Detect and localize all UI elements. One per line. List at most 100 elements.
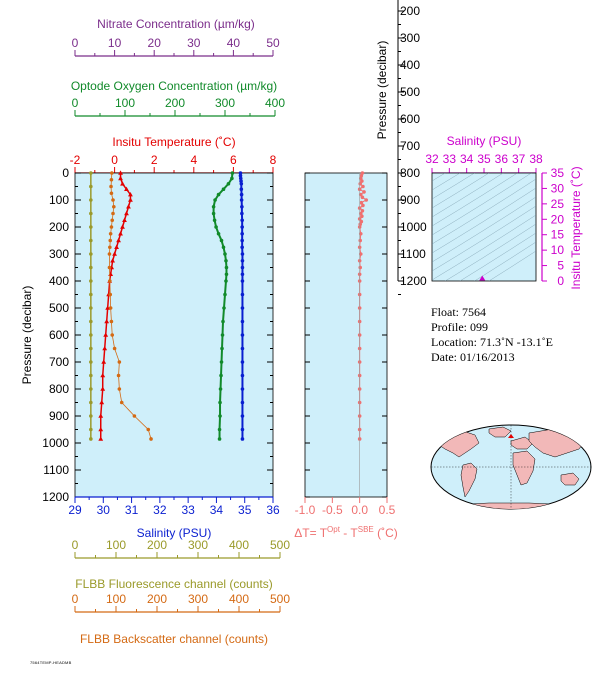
delta-label-part: (˚C) xyxy=(374,526,398,540)
backscatter-tick-label: 100 xyxy=(106,592,126,606)
ts-pressure-tick-label: 500 xyxy=(400,85,420,99)
oxygen-axis: 0 100 200 300 400 xyxy=(72,96,285,117)
flbb-point xyxy=(89,184,93,189)
pressure-tick-label: 200 xyxy=(49,220,69,234)
optode-point xyxy=(220,346,224,351)
land-south-america xyxy=(460,462,478,498)
optode-point xyxy=(212,218,217,223)
delta-label-part: - T xyxy=(340,526,358,540)
salinity-point xyxy=(240,400,245,405)
flbb-point xyxy=(89,238,93,243)
insitu-point xyxy=(122,217,127,223)
t-point xyxy=(360,179,364,183)
optode-point xyxy=(221,319,225,324)
ts-salinity-tick-label: 35 xyxy=(477,152,491,166)
flbb-point xyxy=(117,360,122,364)
t-point xyxy=(358,238,363,243)
ts-salinity-axis: 32 33 34 35 36 37 38 xyxy=(425,152,543,174)
salinity-point xyxy=(240,211,244,216)
insitu-point xyxy=(105,305,111,310)
optode-point xyxy=(223,252,227,256)
flbb-point xyxy=(89,333,93,337)
ts-temperature-tick-label: 35 xyxy=(551,166,565,180)
flbb-point xyxy=(108,306,113,310)
temperature-tick-label: 8 xyxy=(270,153,277,167)
delta-panel-ticks xyxy=(305,172,387,498)
backscatter-tick-label: 200 xyxy=(147,592,167,606)
flbb-point xyxy=(108,231,113,236)
t-point xyxy=(359,200,364,205)
density-contour xyxy=(432,173,461,191)
t-point xyxy=(360,195,365,200)
oxygen-tick-label: 100 xyxy=(115,96,135,110)
pressure-tick-label: 900 xyxy=(49,409,69,423)
flbb-point xyxy=(109,184,113,189)
ts-temperature-tick-label: 30 xyxy=(551,181,565,195)
profile-number: Profile: 099 xyxy=(431,320,488,334)
oxygen-tick-label: 300 xyxy=(215,96,235,110)
t-point xyxy=(360,214,364,218)
insitu-point xyxy=(128,192,133,197)
ts-salinity-tick-label: 32 xyxy=(425,152,439,166)
density-contour xyxy=(488,250,536,281)
insitu-point xyxy=(120,224,125,229)
ts-pressure-tick-label: 1100 xyxy=(400,247,426,261)
backscatter-axis-label: FLBB Backscatter channel (counts) xyxy=(80,632,268,646)
salinity-point xyxy=(240,437,245,441)
optode-point xyxy=(219,360,224,364)
fluorescence-tick-label: 0 xyxy=(72,538,79,552)
optode-point xyxy=(224,272,229,277)
t-point xyxy=(359,173,364,178)
land-africa xyxy=(512,450,536,486)
ts-salinity-tick-label: 33 xyxy=(443,152,457,166)
flbb-point xyxy=(112,346,117,351)
insitu-point xyxy=(116,237,121,243)
density-contour xyxy=(432,178,536,245)
salinity-point xyxy=(240,319,245,324)
date: Date: 01/16/2013 xyxy=(431,350,515,364)
fluorescence-tick-label: 500 xyxy=(270,538,290,552)
salinity-point xyxy=(240,346,245,351)
flbb-point xyxy=(109,225,114,229)
backscatter-tick-label: 300 xyxy=(188,592,208,606)
land-greenland xyxy=(488,426,512,438)
ts-salinity-tick-label: 36 xyxy=(495,152,509,166)
ts-pressure-tick-label: 300 xyxy=(400,31,420,45)
ts-pressure-tick-label: 1000 xyxy=(400,220,427,234)
ts-point xyxy=(479,275,486,281)
flbb-point xyxy=(89,279,93,283)
delta-axis-label: ΔT= TOpt - TSBE (˚C) xyxy=(294,525,398,540)
delta-tick-label: 0.5 xyxy=(379,503,396,517)
optode-point xyxy=(216,231,221,236)
flbb-point xyxy=(107,265,112,270)
optode-point xyxy=(224,258,228,263)
main-panel-series xyxy=(89,170,245,441)
flbb-point xyxy=(89,171,93,175)
ts-temperature-tick-label: 15 xyxy=(551,228,565,242)
delta-tick-label: -1.0 xyxy=(295,503,316,517)
nitrate-tick-label: 10 xyxy=(108,36,122,50)
temperature-tick-label: 6 xyxy=(230,153,237,167)
pressure-tick-label: 700 xyxy=(49,355,69,369)
ts-temperature-tick-label: 0 xyxy=(557,274,564,288)
salinity-point xyxy=(240,258,245,263)
ts-pressure-axis: 200 300 400 500 600 700 800 900 1000 1100 1200 xyxy=(397,0,427,295)
insitu-point xyxy=(124,186,129,191)
optode-point xyxy=(213,198,217,202)
insitu-point xyxy=(124,210,129,216)
delta-label-part: ΔT= T xyxy=(294,526,327,540)
ts-salinity-axis-label: Salinity (PSU) xyxy=(447,134,522,148)
temperature-tick-label: 2 xyxy=(151,153,158,167)
salinity-point xyxy=(240,218,244,223)
flbb-point xyxy=(117,387,122,391)
salinity-point xyxy=(239,187,244,191)
flbb-point xyxy=(89,292,93,297)
land-australia xyxy=(560,472,580,486)
salinity-point xyxy=(240,414,245,418)
insitu-point xyxy=(103,332,109,337)
salinity-tick-label: 36 xyxy=(266,503,280,517)
main-panel-ticks: 0 100 200 300 400 500 600 700 800 900 1000 1100 1200 xyxy=(42,166,273,504)
salinity-point xyxy=(240,252,245,256)
nitrate-axis: 0 10 20 30 40 50 xyxy=(72,36,280,57)
float-location-marker xyxy=(508,434,514,438)
